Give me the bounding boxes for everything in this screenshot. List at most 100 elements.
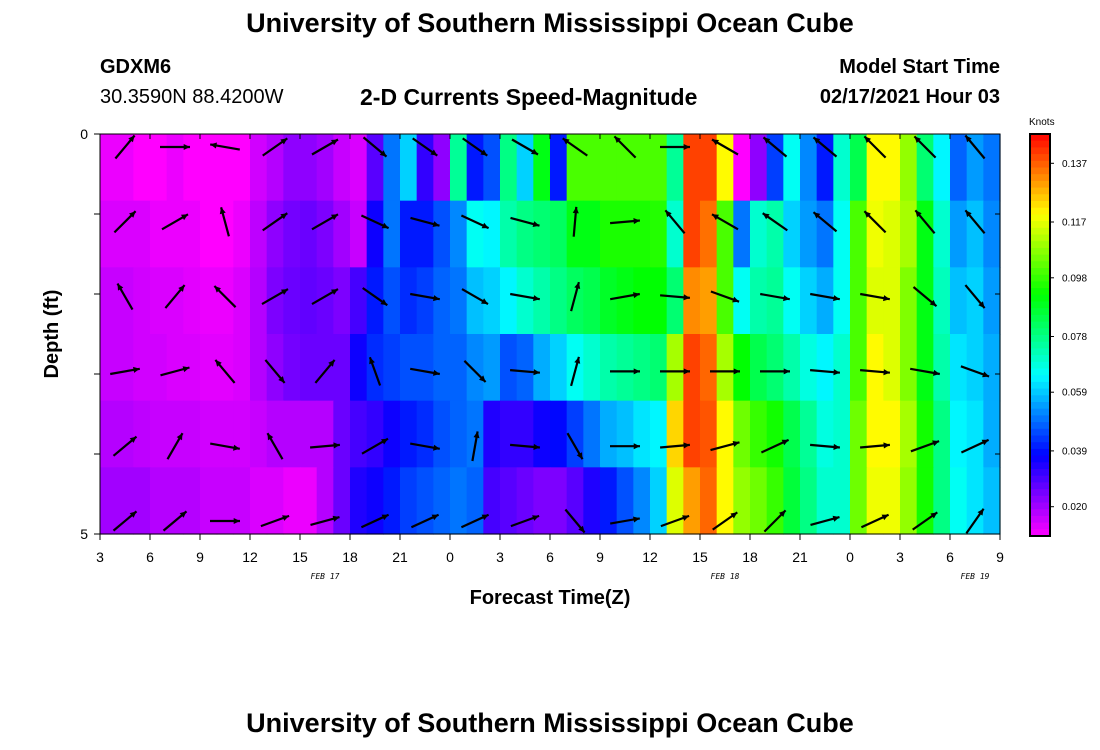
- current-arrow: [112, 510, 138, 532]
- heatmap-cell: [216, 467, 234, 535]
- x-tick-label: 3: [496, 549, 504, 565]
- current-arrow: [570, 356, 581, 387]
- heatmap-cell: [616, 400, 634, 468]
- heatmap-cell: [150, 200, 168, 268]
- heatmap-cell: [250, 267, 268, 335]
- heatmap-cell: [650, 267, 668, 335]
- current-arrow: [860, 369, 890, 376]
- heatmap-cell: [566, 400, 584, 468]
- colorbar-segment: [1030, 281, 1050, 289]
- current-arrow: [262, 212, 288, 232]
- colorbar-segment: [1030, 301, 1050, 309]
- heatmap-cell: [150, 134, 168, 202]
- heatmap-cell: [683, 467, 701, 535]
- heatmap-cell: [433, 400, 451, 468]
- heatmap-cell: [383, 134, 401, 202]
- colorbar-segment: [1030, 314, 1050, 323]
- heatmap-cell: [916, 200, 934, 268]
- heatmap-cell: [666, 334, 684, 402]
- heatmap-cell: [333, 334, 351, 402]
- heatmap-cell: [766, 467, 784, 535]
- heatmap-cell: [416, 334, 434, 402]
- current-arrow: [262, 137, 288, 157]
- x-tick-label: 15: [292, 549, 308, 565]
- heatmap-cell: [850, 267, 868, 335]
- heatmap-cell: [600, 267, 618, 335]
- heatmap-cell: [100, 400, 118, 468]
- heatmap-cell: [783, 467, 801, 535]
- colorbar-segment: [1030, 388, 1050, 396]
- heatmap-cell: [516, 200, 534, 268]
- heatmap-cell: [566, 467, 584, 535]
- heatmap-cell: [516, 467, 534, 535]
- heatmap-cell: [533, 200, 551, 268]
- heatmap-cell: [916, 267, 934, 335]
- x-tick-label: 12: [242, 549, 258, 565]
- colorbar-segment: [1030, 489, 1050, 497]
- colorbar-segment: [1030, 321, 1050, 329]
- heatmap-cell: [750, 200, 768, 268]
- heatmap-cell: [750, 134, 768, 202]
- heatmap-cell: [283, 200, 301, 268]
- heatmap-cell: [483, 134, 501, 202]
- current-arrow: [219, 207, 230, 237]
- colorbar-segment: [1030, 335, 1050, 343]
- heatmap-cell: [683, 134, 701, 202]
- current-arrow: [910, 440, 940, 453]
- colorbar-segment: [1030, 294, 1050, 303]
- heatmap-cell: [183, 400, 201, 468]
- heatmap-cell: [533, 267, 551, 335]
- colorbar-segment: [1030, 455, 1050, 463]
- current-arrow: [510, 292, 540, 302]
- heatmap-cell: [583, 200, 601, 268]
- current-arrow: [210, 142, 240, 151]
- heatmap-cell: [600, 134, 618, 202]
- current-arrow: [710, 368, 740, 375]
- current-arrow: [812, 211, 838, 233]
- heatmap-cell: [333, 267, 351, 335]
- colorbar-segment: [1030, 194, 1050, 202]
- heatmap-cell: [666, 134, 684, 202]
- heatmap-cell: [266, 134, 284, 202]
- colorbar-segment: [1030, 227, 1050, 236]
- colorbar-segment: [1030, 234, 1050, 242]
- heatmap-cell: [650, 400, 668, 468]
- heatmap-cell: [666, 467, 684, 535]
- heatmap-cell: [866, 400, 884, 468]
- heatmap-cell: [450, 400, 468, 468]
- current-arrow: [762, 212, 788, 232]
- x-tick-label: 0: [446, 549, 454, 565]
- heatmap-cell: [950, 134, 968, 202]
- colorbar-segment: [1030, 462, 1050, 470]
- colorbar-segment: [1030, 341, 1050, 349]
- heatmap-cell: [583, 267, 601, 335]
- heatmap-cell: [116, 334, 134, 402]
- heatmap-cell: [116, 134, 134, 202]
- heatmap-cell: [283, 467, 301, 535]
- current-arrow: [360, 513, 390, 529]
- x-tick-label: 18: [742, 549, 758, 565]
- heatmap-cell: [983, 467, 1001, 535]
- heatmap-cell: [716, 200, 734, 268]
- current-arrow: [210, 442, 240, 451]
- heatmap-cell: [900, 400, 918, 468]
- colorbar-segment: [1030, 328, 1050, 336]
- colorbar-segment: [1030, 247, 1050, 256]
- heatmap-cell: [183, 334, 201, 402]
- heatmap-cell: [916, 334, 934, 402]
- x-tick-label: 3: [96, 549, 104, 565]
- heatmap-cell: [400, 134, 418, 202]
- heatmap-cell: [300, 334, 318, 402]
- heatmap-cell: [683, 334, 701, 402]
- heatmap-cell: [633, 200, 651, 268]
- heatmap-cell: [900, 334, 918, 402]
- colorbar-tick-label: 0.078: [1062, 332, 1087, 343]
- current-arrow: [570, 281, 581, 312]
- heatmap-cell: [550, 334, 568, 402]
- x-tick-label: 12: [642, 549, 658, 565]
- heatmap-cell: [416, 267, 434, 335]
- y-tick-label: 0: [80, 126, 88, 142]
- heatmap-cell: [200, 400, 218, 468]
- heatmap-cell: [433, 267, 451, 335]
- heatmap-cell: [283, 267, 301, 335]
